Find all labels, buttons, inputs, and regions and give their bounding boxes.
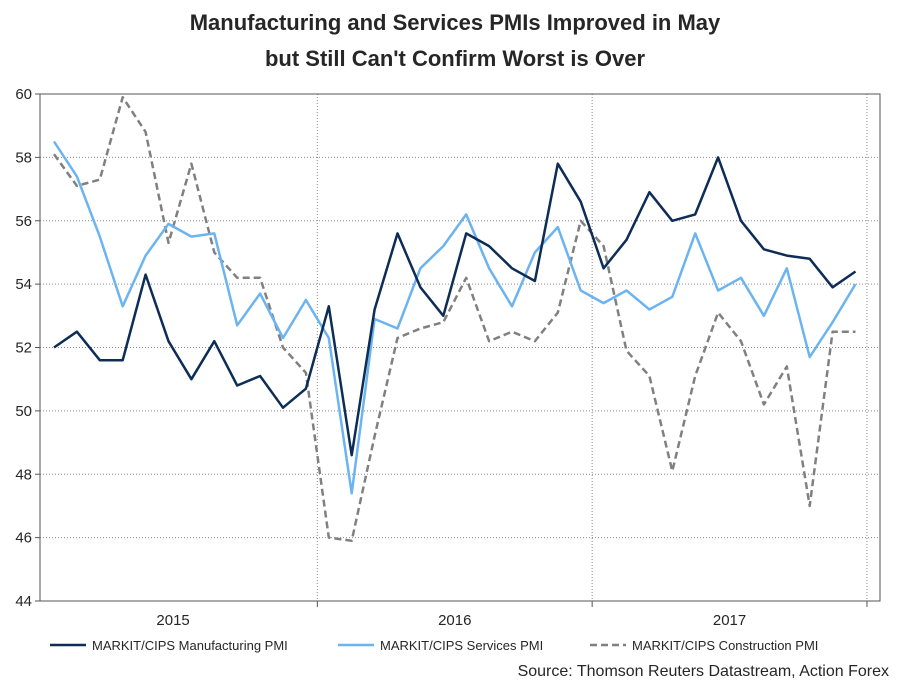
chart-title-line-1: Manufacturing and Services PMIs Improved… xyxy=(190,10,721,35)
construction-pmi-line xyxy=(52,95,856,543)
manufacturing-pmi-line xyxy=(53,156,857,457)
legend: MARKIT/CIPS Manufacturing PMI MARKIT/CIP… xyxy=(50,638,818,653)
y-tick-label: 56 xyxy=(15,213,32,230)
y-tick-label: 58 xyxy=(15,149,32,166)
y-tick-label: 48 xyxy=(15,466,32,483)
services-pmi-line xyxy=(52,140,857,495)
legend-label-construction: MARKIT/CIPS Construction PMI xyxy=(632,638,818,653)
y-tick-label: 46 xyxy=(15,530,32,547)
chart-title-line-2: but Still Can't Confirm Worst is Over xyxy=(265,46,646,71)
x-tick-label: 2016 xyxy=(438,612,471,629)
legend-label-services: MARKIT/CIPS Services PMI xyxy=(380,638,543,653)
x-axis-ticks: 2015201620172018 xyxy=(156,601,868,629)
y-tick-label: 60 xyxy=(15,86,32,103)
plot-frame xyxy=(39,93,881,602)
y-axis-ticks: 44 46 48 50 52 54 56 58 60 xyxy=(15,86,40,610)
x-tick-label: 2015 xyxy=(156,612,189,629)
y-tick-label: 44 xyxy=(15,593,32,610)
y-tick-label: 54 xyxy=(15,276,32,293)
series-lines xyxy=(52,95,857,543)
y-tick-label: 52 xyxy=(15,340,32,357)
legend-label-manufacturing: MARKIT/CIPS Manufacturing PMI xyxy=(92,638,288,653)
x-tick-label: 2017 xyxy=(713,612,746,629)
y-tick-label: 50 xyxy=(15,403,32,420)
source-note: Source: Thomson Reuters Datastream, Acti… xyxy=(518,663,889,680)
gridlines xyxy=(40,93,880,602)
